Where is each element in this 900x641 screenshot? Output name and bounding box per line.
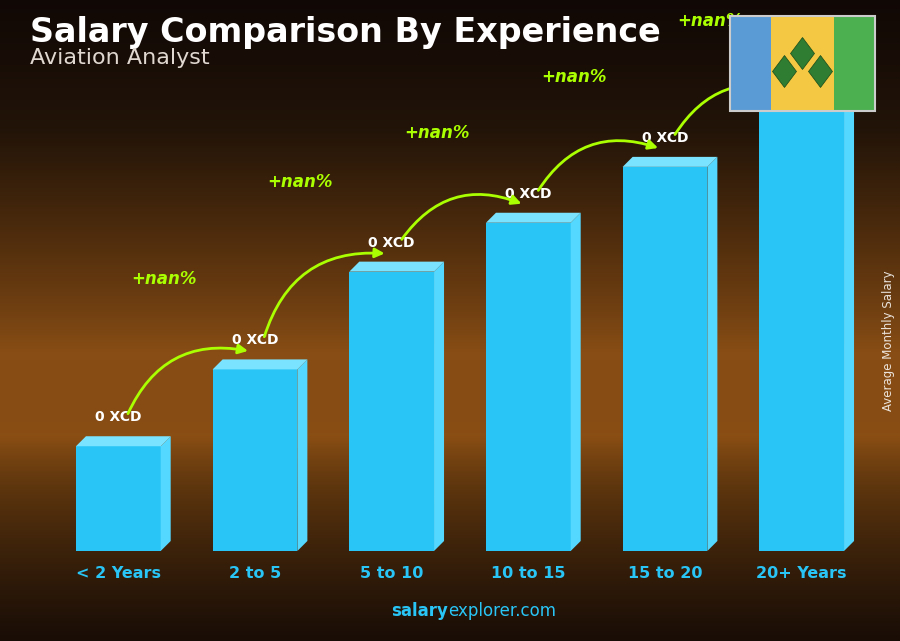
Text: 20+ Years: 20+ Years [756, 566, 847, 581]
Text: 0 XCD: 0 XCD [778, 75, 825, 89]
Polygon shape [486, 222, 571, 551]
Text: +nan%: +nan% [131, 271, 196, 288]
Polygon shape [212, 369, 297, 551]
Polygon shape [834, 16, 875, 111]
Text: 0 XCD: 0 XCD [95, 410, 141, 424]
Text: +nan%: +nan% [404, 124, 470, 142]
Polygon shape [212, 360, 308, 369]
Polygon shape [349, 262, 444, 272]
Text: +nan%: +nan% [541, 68, 607, 86]
Polygon shape [571, 213, 580, 551]
Polygon shape [76, 437, 171, 446]
Text: < 2 Years: < 2 Years [76, 566, 161, 581]
Polygon shape [623, 157, 717, 167]
Polygon shape [772, 56, 796, 88]
Text: 5 to 10: 5 to 10 [360, 566, 423, 581]
Polygon shape [161, 437, 171, 551]
Text: Aviation Analyst: Aviation Analyst [30, 48, 210, 68]
Text: 15 to 20: 15 to 20 [628, 566, 702, 581]
Polygon shape [808, 56, 833, 88]
Text: Salary Comparison By Experience: Salary Comparison By Experience [30, 16, 661, 49]
Polygon shape [730, 16, 770, 111]
Polygon shape [760, 111, 844, 551]
Polygon shape [76, 446, 161, 551]
Text: 10 to 15: 10 to 15 [491, 566, 565, 581]
Text: 0 XCD: 0 XCD [505, 187, 552, 201]
Text: Average Monthly Salary: Average Monthly Salary [882, 271, 895, 412]
Text: 0 XCD: 0 XCD [232, 333, 278, 347]
Text: 0 XCD: 0 XCD [368, 236, 415, 249]
Text: salary: salary [392, 602, 448, 620]
Polygon shape [434, 262, 444, 551]
Text: 2 to 5: 2 to 5 [229, 566, 281, 581]
Polygon shape [760, 101, 854, 111]
Text: 0 XCD: 0 XCD [642, 131, 688, 145]
Polygon shape [790, 38, 815, 69]
Polygon shape [844, 101, 854, 551]
Polygon shape [297, 360, 308, 551]
Polygon shape [623, 167, 707, 551]
Text: explorer.com: explorer.com [448, 602, 556, 620]
Polygon shape [707, 157, 717, 551]
Text: +nan%: +nan% [678, 12, 743, 30]
Polygon shape [349, 272, 434, 551]
Text: +nan%: +nan% [267, 172, 333, 190]
Polygon shape [486, 213, 580, 222]
Polygon shape [770, 16, 834, 111]
